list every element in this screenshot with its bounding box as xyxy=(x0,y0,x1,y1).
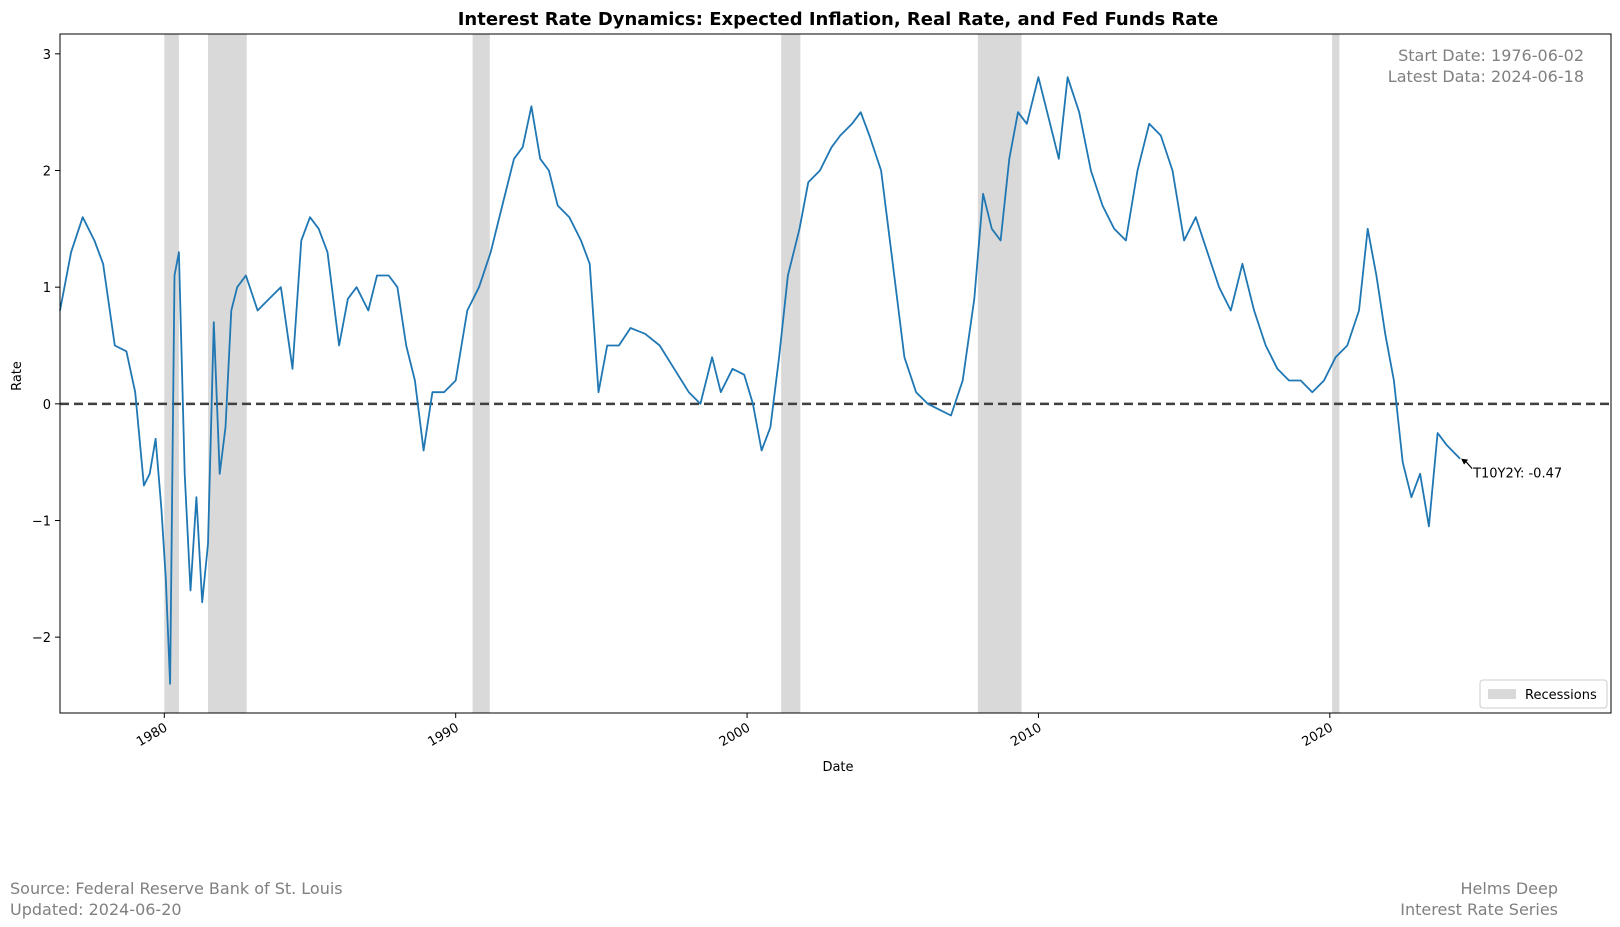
y-tick-label-2: 0 xyxy=(43,398,51,413)
chart-title: Interest Rate Dynamics: Expected Inflati… xyxy=(458,9,1219,30)
footer-source-line: Source: Federal Reserve Bank of St. Loui… xyxy=(10,879,343,898)
footer-brand-line: Helms Deep xyxy=(1460,879,1559,898)
y-axis-label: Rate xyxy=(10,361,25,391)
x-tick-label-2020: 2020 xyxy=(1300,720,1336,750)
recession-bands xyxy=(164,34,1340,713)
annotation-label: T10Y2Y: -0.47 xyxy=(1472,467,1562,482)
info-start-date: Start Date: 1976-06-02 xyxy=(1398,46,1584,65)
y-tick-label-1: −1 xyxy=(32,515,51,530)
info-latest-data: Latest Data: 2024-06-18 xyxy=(1388,67,1584,86)
x-tick-label-2010: 2010 xyxy=(1008,720,1044,750)
series-layer xyxy=(59,76,1461,685)
latest-annotation: T10Y2Y: -0.47 xyxy=(1461,458,1562,482)
recession-band-1 xyxy=(164,34,179,713)
annotation-arrow xyxy=(1464,460,1473,470)
y-tick-label-4: 2 xyxy=(43,165,51,180)
axes: 1980 1990 2000 2010 2020 −2 −1 0 1 2 3 xyxy=(32,33,1612,750)
recession-band-4 xyxy=(781,34,801,713)
legend-frame xyxy=(1479,679,1608,709)
plot-frame xyxy=(59,33,1612,714)
footer-series-line: Interest Rate Series xyxy=(1400,900,1558,919)
series-line-1 xyxy=(59,76,1461,685)
x-tick-label-1990: 1990 xyxy=(426,720,462,750)
y-tick-label-3: 1 xyxy=(43,281,51,296)
y-tick-label-5: 3 xyxy=(43,48,51,63)
annotation-arrowhead xyxy=(1461,458,1469,465)
recession-band-5 xyxy=(977,34,1022,713)
legend-swatch-recessions xyxy=(1488,689,1516,699)
x-axis-label: Date xyxy=(822,760,853,775)
footer-source: Source: Federal Reserve Bank of St. Loui… xyxy=(10,878,343,920)
legend-label-recessions: Recessions xyxy=(1525,688,1597,703)
recession-band-6 xyxy=(1332,34,1340,713)
footer-updated-line: Updated: 2024-06-20 xyxy=(10,900,182,919)
legend: Recessions xyxy=(1479,679,1608,709)
y-tick-label-0: −2 xyxy=(32,631,51,646)
recession-band-3 xyxy=(472,34,490,713)
footer-brand: Helms Deep Interest Rate Series xyxy=(1400,878,1558,920)
x-tick-label-2000: 2000 xyxy=(717,720,753,750)
x-tick-label-1980: 1980 xyxy=(134,720,170,750)
